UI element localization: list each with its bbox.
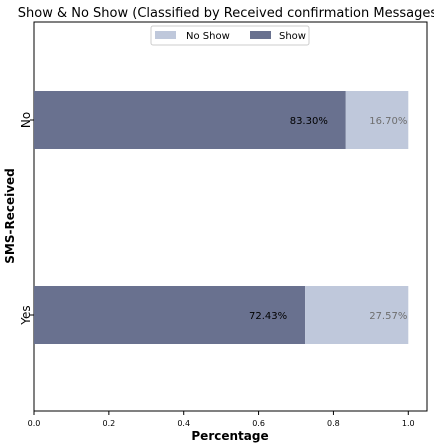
x-tick-label: 0.6 [252,419,265,428]
legend-swatch-no-show [155,31,176,39]
legend-label-no-show: No Show [186,31,230,42]
plot-frame [33,21,428,412]
x-tick-label: 0.0 [28,419,41,428]
bar-label-no-show-yes: 27.57% [369,311,407,322]
legend-label-show: Show [279,31,306,42]
legend-swatch-show [250,31,271,39]
y-ticks-group: No Yes [19,112,34,326]
x-tick-label: 0.4 [177,419,190,428]
bar-show-yes [34,286,306,344]
bar-no-show-no [345,91,409,149]
bar-label-no-show-no: 16.70% [369,116,407,127]
bar-label-show-yes: 72.43% [249,311,287,322]
chart-title: Show & No Show (Classified by Received c… [18,6,434,21]
bar-show-no [34,91,346,149]
bar-label-show-no: 83.30% [290,116,328,127]
x-ticks-group: 0.0 0.2 0.4 0.6 0.8 1.0 [28,411,415,428]
x-tick-label: 0.8 [327,419,340,428]
bar-no-show-yes [305,286,409,344]
x-axis-label: Percentage [191,429,268,443]
legend: No Show Show [150,25,310,46]
bars-group: 83.30% 16.70% 72.43% 27.57% [34,91,409,344]
y-axis-label: SMS-Received [3,168,17,264]
legend-box [150,25,310,46]
y-tick-label-yes: Yes [19,305,33,325]
y-tick-label-no: No [19,112,33,128]
x-tick-label: 1.0 [402,419,415,428]
x-tick-label: 0.2 [102,419,115,428]
